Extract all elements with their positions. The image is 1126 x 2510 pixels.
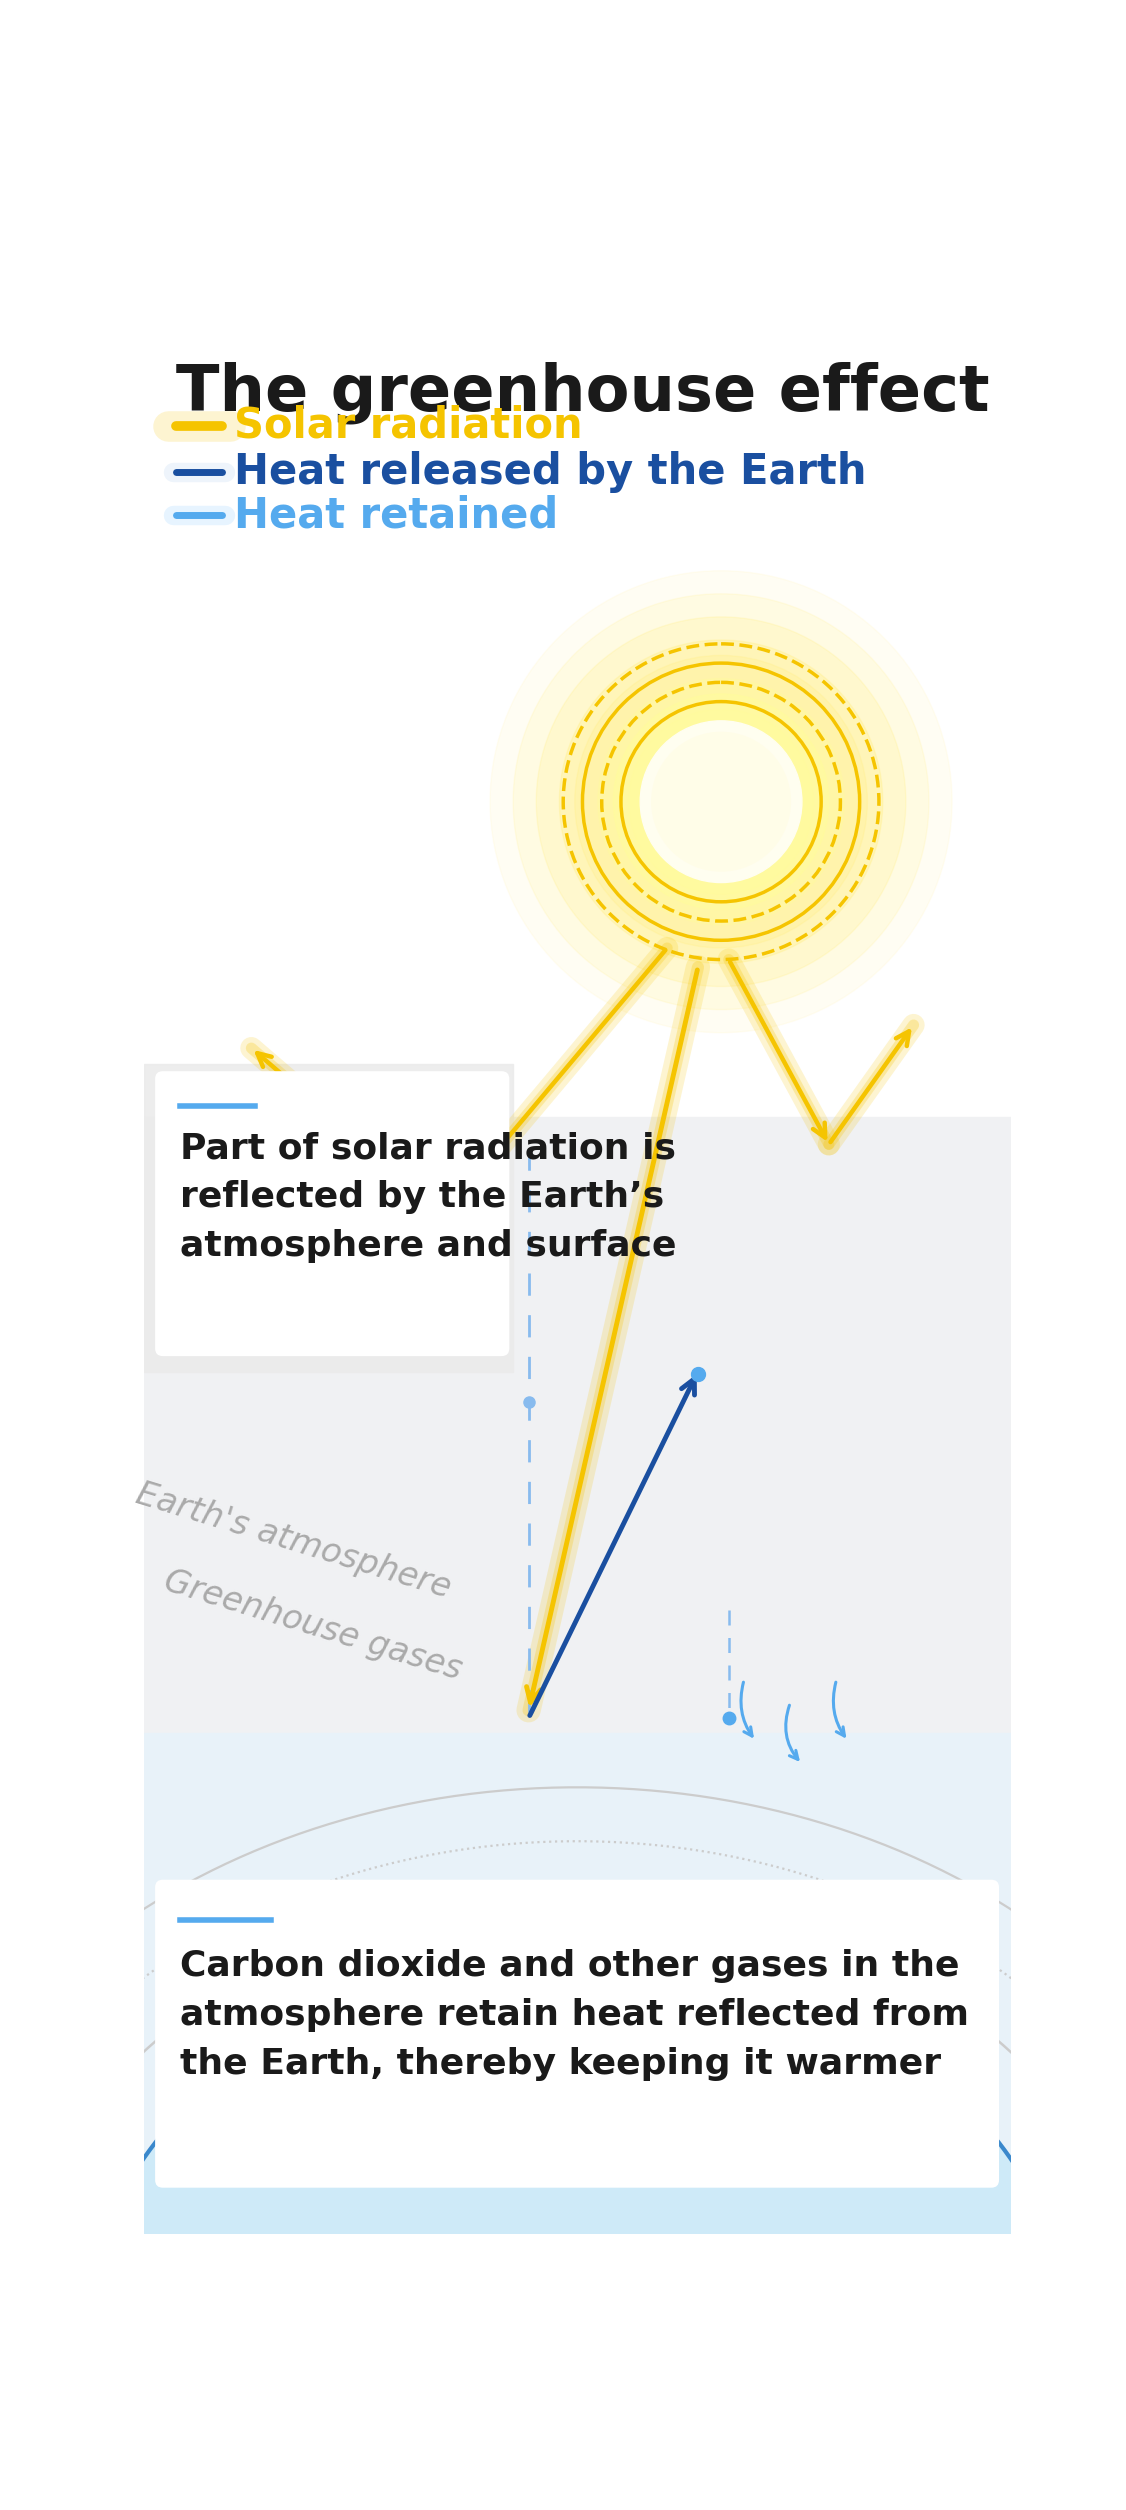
Polygon shape <box>84 1958 1070 2510</box>
Text: Heat retained: Heat retained <box>234 494 558 537</box>
Bar <box>144 1734 1011 2234</box>
Circle shape <box>652 733 790 871</box>
Text: Part of solar radiation is
reflected by the Earth’s
atmosphere and surface: Part of solar radiation is reflected by … <box>180 1132 677 1263</box>
Circle shape <box>574 655 867 949</box>
Circle shape <box>641 720 802 884</box>
Circle shape <box>560 640 883 964</box>
Text: Greenhouse gases: Greenhouse gases <box>160 1564 466 1687</box>
Circle shape <box>598 678 844 924</box>
FancyBboxPatch shape <box>155 1880 999 2189</box>
Text: Earth's atmosphere: Earth's atmosphere <box>132 1478 455 1604</box>
Circle shape <box>513 595 929 1009</box>
Circle shape <box>628 710 813 894</box>
Bar <box>144 1064 513 1370</box>
Circle shape <box>490 570 953 1032</box>
FancyBboxPatch shape <box>155 1072 509 1355</box>
Text: Heat released by the Earth: Heat released by the Earth <box>234 452 867 492</box>
Circle shape <box>614 693 829 909</box>
Bar <box>144 301 1011 1117</box>
Text: Carbon dioxide and other gases in the
atmosphere retain heat reflected from
the : Carbon dioxide and other gases in the at… <box>180 1948 968 2081</box>
Text: The greenhouse effect: The greenhouse effect <box>176 361 990 424</box>
Bar <box>144 1117 1011 1734</box>
Text: Solar radiation: Solar radiation <box>234 404 583 447</box>
Circle shape <box>536 617 905 986</box>
